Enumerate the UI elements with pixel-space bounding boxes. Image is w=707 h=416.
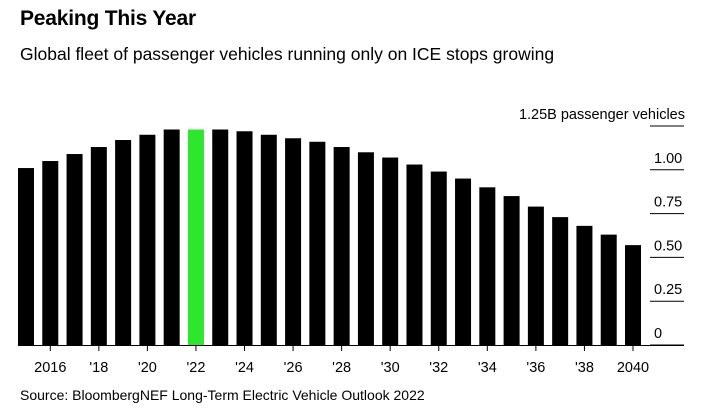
- bar-2020: [139, 134, 156, 345]
- bar-2039: [600, 234, 617, 345]
- x-tick-label: '34: [478, 360, 497, 376]
- x-tick-label: '28: [332, 360, 351, 376]
- bar-2032: [430, 171, 447, 345]
- x-tick-label: '36: [526, 360, 545, 376]
- bar-2033: [455, 178, 472, 345]
- bar-2026: [285, 138, 302, 345]
- chart-title: Peaking This Year: [20, 7, 196, 30]
- bar-2037: [552, 217, 569, 345]
- y-tick-label: 1.25B passenger vehicles: [519, 107, 685, 123]
- bar-2023: [212, 129, 229, 345]
- x-tick-label: 2016: [34, 360, 66, 376]
- bar-2035: [503, 196, 520, 345]
- y-tick-label: 0.75: [654, 195, 682, 211]
- bar-2030: [382, 157, 399, 345]
- x-tick-label: '18: [89, 360, 108, 376]
- bar-2028: [333, 147, 350, 345]
- x-tick-label: 2040: [617, 360, 649, 376]
- bar-2027: [309, 141, 326, 345]
- bar-2019: [115, 140, 132, 345]
- source-note: Source: BloombergNEF Long-Term Electric …: [20, 387, 425, 403]
- gridlines: [18, 125, 684, 346]
- bar-2016: [42, 161, 59, 345]
- x-tick-label: '32: [429, 360, 448, 376]
- x-tick-label: '30: [381, 360, 400, 376]
- bar-2015: [18, 168, 34, 345]
- y-tick-label: 1.00: [654, 151, 682, 167]
- bar-2025: [260, 134, 277, 345]
- y-tick-label: 0.25: [654, 282, 682, 298]
- bar-2029: [357, 152, 374, 345]
- bar-2036: [527, 206, 544, 345]
- x-axis: 2016 '18 '20 '22 '24 '26 '28 '30 '32 '34 '36 '38 204…: [34, 345, 649, 376]
- bar-2040: [625, 245, 641, 345]
- x-tick-label: '20: [138, 360, 157, 376]
- bar-2022: [187, 129, 204, 345]
- bar-2038: [576, 225, 593, 345]
- bar-series: [18, 129, 641, 345]
- bar-2031: [406, 164, 423, 345]
- x-tick-label: '26: [284, 360, 303, 376]
- chart-subtitle: Global fleet of passenger vehicles runni…: [20, 44, 555, 64]
- bar-2018: [90, 147, 107, 345]
- bar-2017: [66, 154, 83, 345]
- y-axis: 1.25B passenger vehicles 1.00 0.75 0.50 0.25…: [519, 107, 685, 342]
- bar-2024: [236, 131, 253, 345]
- y-tick-label: 0: [654, 326, 662, 342]
- x-tick-label: '22: [187, 360, 206, 376]
- bar-2034: [479, 187, 496, 345]
- y-tick-label: 0.50: [654, 238, 682, 254]
- bar-2021: [163, 129, 180, 345]
- x-tick-label: '38: [575, 360, 594, 376]
- x-tick-label: '24: [235, 360, 254, 376]
